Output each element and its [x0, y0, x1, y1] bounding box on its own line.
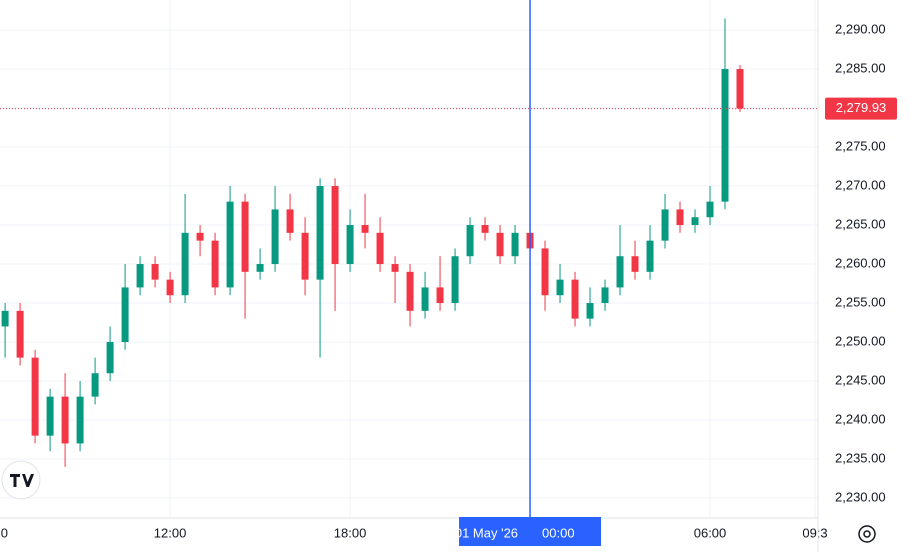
tv-logo[interactable]	[1, 460, 41, 500]
x-tick-label: 09:3	[802, 525, 827, 540]
y-tick-label: 2,255.00	[835, 294, 886, 309]
candle-body	[481, 225, 489, 233]
y-tick-label: 2,270.00	[835, 177, 886, 192]
y-tick-label: 2,235.00	[835, 450, 886, 465]
candle-body	[406, 271, 414, 311]
candle-body	[301, 232, 309, 280]
candle-body	[331, 186, 339, 265]
candle-body	[61, 396, 69, 444]
candle-body	[511, 232, 519, 257]
candle-body	[601, 287, 609, 304]
candle-body	[316, 186, 324, 280]
x-tick-label: 12:00	[154, 525, 187, 540]
candle-body	[736, 69, 744, 109]
last-price-tag	[825, 97, 897, 120]
candle-body	[76, 396, 84, 444]
y-tick-label: 2,250.00	[835, 333, 886, 348]
candle-body	[226, 201, 234, 288]
candle-body	[91, 373, 99, 397]
candle-body	[151, 264, 159, 280]
candle-body	[211, 240, 219, 288]
y-tick-label: 2,265.00	[835, 216, 886, 231]
candle-body	[241, 201, 249, 272]
x-tick-label: 18:00	[334, 525, 367, 540]
y-tick-label: 2,260.00	[835, 255, 886, 270]
candle-body	[286, 209, 294, 233]
candle-body	[631, 256, 639, 272]
candle-body	[196, 232, 204, 241]
last-price-label: 2,279.93	[836, 100, 887, 115]
candle-body	[646, 240, 654, 272]
candle-body	[1, 310, 9, 327]
candle-body	[421, 287, 429, 311]
candle-body	[496, 232, 504, 257]
candle-body	[346, 225, 354, 265]
crosshair-time: 00:00	[542, 525, 575, 540]
candle-body	[586, 303, 594, 319]
candle-body	[706, 201, 714, 218]
y-tick-label: 2,275.00	[835, 138, 886, 153]
y-tick-label: 2,245.00	[835, 372, 886, 387]
candle-body	[391, 264, 399, 272]
candle-body	[166, 279, 174, 296]
candle-body	[121, 287, 129, 343]
candle-body	[361, 225, 369, 233]
y-tick-label: 2,230.00	[835, 489, 886, 504]
y-tick-label: 2,290.00	[835, 21, 886, 36]
candle-body	[376, 232, 384, 265]
x-tick-label: 06:00	[694, 525, 727, 540]
candle-body	[106, 342, 114, 374]
crosshair-date: 01 May '26	[455, 525, 518, 540]
candle-body	[661, 209, 669, 241]
candle-body	[181, 232, 189, 296]
y-tick-label: 2,240.00	[835, 411, 886, 426]
settings-icon[interactable]	[858, 525, 876, 543]
crosshair-label-box	[459, 517, 602, 546]
candle-body	[691, 217, 699, 226]
y-tick-label: 2,285.00	[835, 60, 886, 75]
candle-body	[16, 310, 24, 358]
candle-body	[541, 248, 549, 296]
candle-body	[46, 396, 54, 436]
candle-body	[271, 209, 279, 265]
candle-body	[436, 287, 444, 304]
x-tick-label: 0	[1, 525, 8, 540]
candle-body	[256, 264, 264, 272]
candle-body	[556, 279, 564, 296]
candle-body	[136, 264, 144, 288]
candle-body	[721, 69, 729, 202]
candle-body	[466, 225, 474, 257]
candle-body	[571, 279, 579, 319]
candle-body	[676, 209, 684, 226]
candle-body	[31, 357, 39, 436]
candle-body	[616, 256, 624, 288]
candle-body	[451, 256, 459, 304]
